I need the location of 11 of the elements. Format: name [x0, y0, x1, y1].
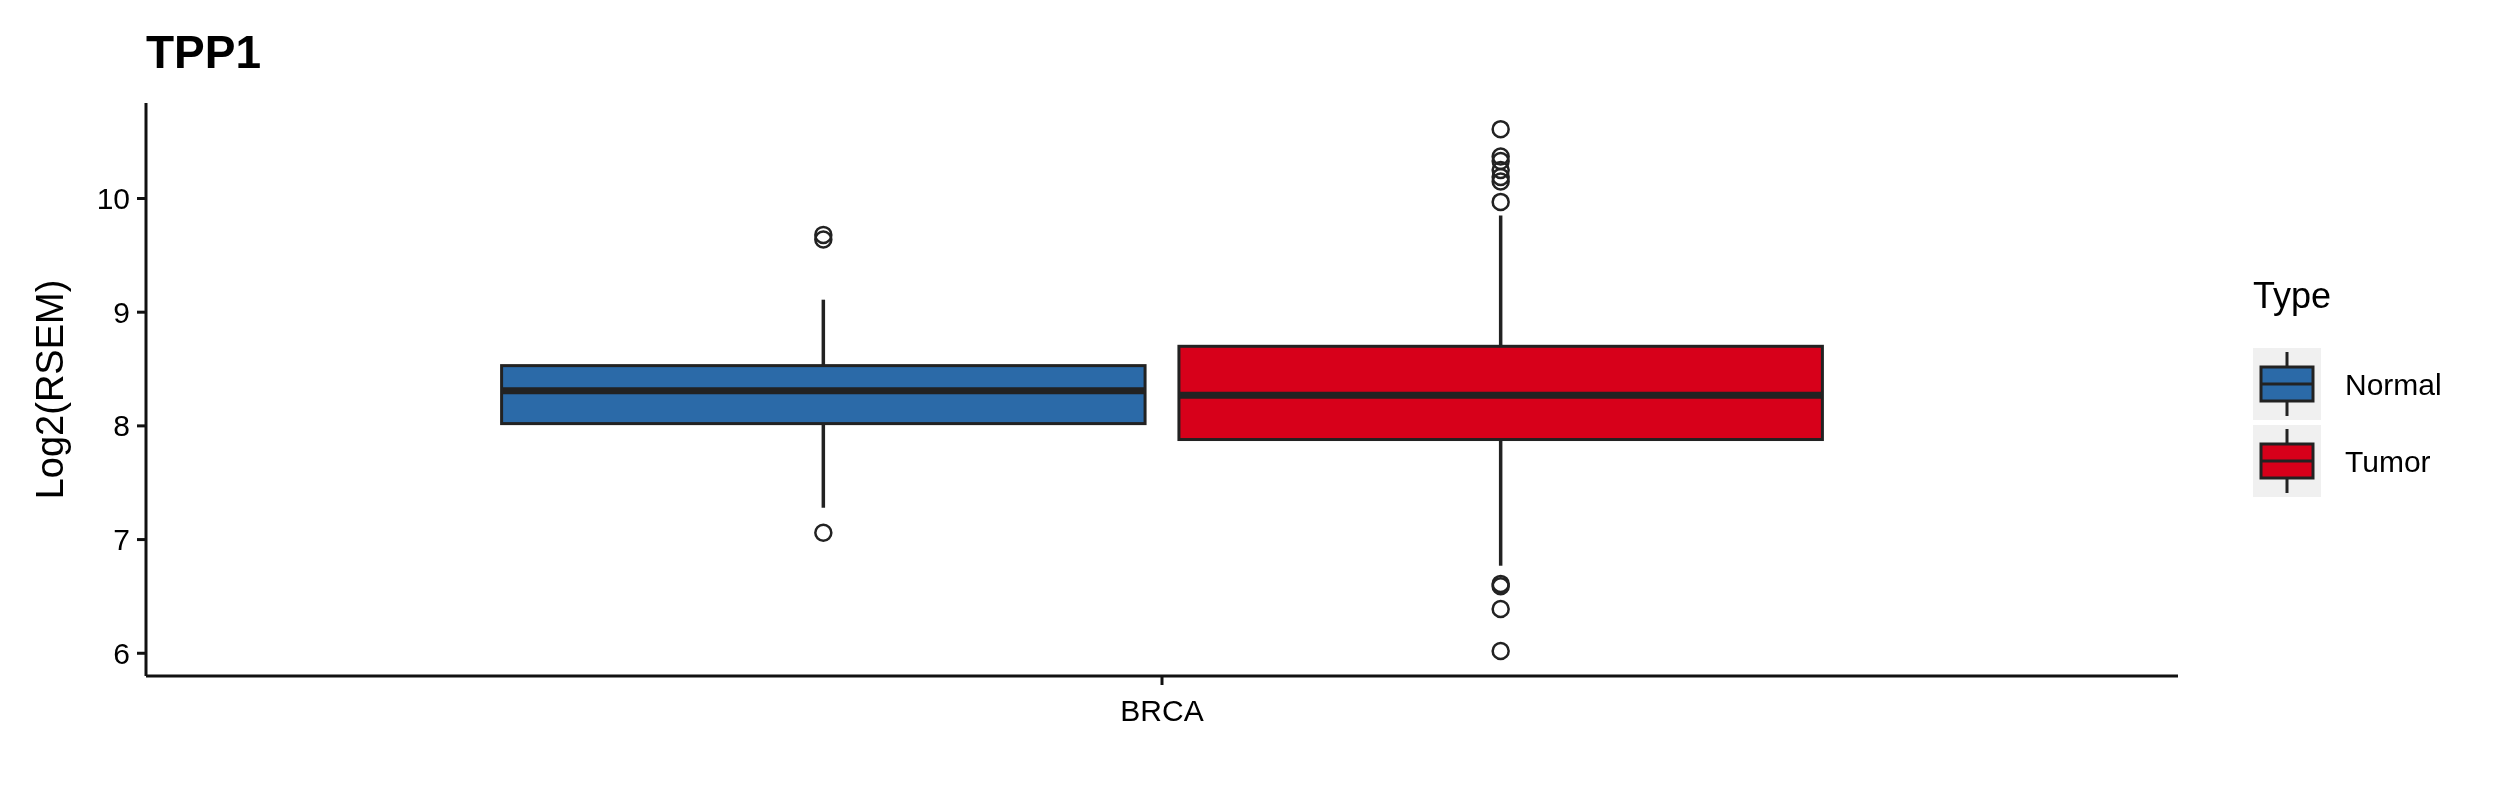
- y-tick-label: 10: [96, 182, 130, 215]
- x-tick-label: BRCA: [1120, 694, 1204, 727]
- legend-label: Tumor: [2345, 444, 2431, 478]
- legend-label: Normal: [2345, 367, 2442, 401]
- chart-title: TPP1: [146, 26, 262, 78]
- legend-title: Type: [2253, 275, 2332, 316]
- y-tick-label: 9: [113, 295, 130, 329]
- y-axis-title: Log2(RSEM): [29, 279, 71, 500]
- y-tick-label: 6: [113, 636, 130, 670]
- y-tick-label: 7: [113, 523, 130, 557]
- y-tick-label: 8: [113, 409, 130, 443]
